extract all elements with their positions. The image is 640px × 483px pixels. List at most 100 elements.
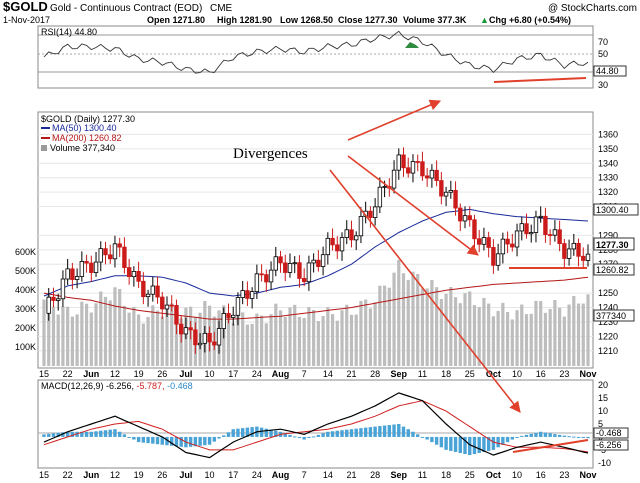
macd-hist-bar [236, 428, 240, 437]
volume-bar [397, 259, 401, 366]
macd-hist-bar [179, 436, 183, 447]
price-panel: $GOLD (Daily) 1277.30 MA(50) 1300.40 MA(… [15, 111, 639, 369]
macd-signal-line [43, 400, 589, 453]
ma200-line [43, 276, 589, 320]
close-tag-text: 1277.30 [596, 240, 629, 250]
macd-hist-bar [274, 430, 278, 437]
macd-hist-bar [382, 425, 387, 437]
volume-bar [529, 313, 533, 366]
macd-hist-bar [288, 434, 292, 437]
macd-hist-bar [165, 436, 169, 446]
macd-hist-bar [345, 429, 349, 437]
macd-hist-bar [56, 432, 60, 437]
candle-body [476, 238, 482, 245]
candle-body [122, 246, 127, 268]
candle-body [150, 285, 155, 295]
x-label-top-16: 16 [536, 369, 546, 379]
volume-bar [141, 323, 145, 366]
macd-hist-bar [160, 436, 164, 445]
macd-hist-bar [439, 436, 444, 448]
macd-line [43, 392, 589, 459]
x-label-bottom-Jul: Jul [179, 470, 192, 480]
volume-bar [321, 316, 325, 366]
macd-hist-bar [562, 435, 567, 437]
macd-value-tag-text: -6.256 [596, 440, 622, 450]
volume-bar [425, 288, 429, 366]
candle-body [576, 242, 581, 257]
macd-hist-bar [397, 424, 401, 437]
macd-hist-bar [349, 429, 354, 437]
macd-hist-bar [486, 436, 491, 451]
close-label: Close 1277.30 [338, 15, 398, 25]
volume-bar [283, 317, 287, 366]
x-label-top-11: 11 [418, 369, 427, 379]
candle-body [505, 238, 510, 245]
macd-hist-bar [75, 431, 79, 437]
macd-hist-bar [269, 429, 273, 437]
volume-bar [382, 285, 387, 366]
candle-body [55, 298, 61, 301]
macd-panel: MACD(12,26,9) -6.256, -5.787, -0.468 20 1… [37, 379, 629, 469]
x-label-top-28: 28 [370, 369, 380, 379]
candle-body [396, 154, 401, 171]
macd-hist-bar [458, 436, 462, 453]
macd-hist-bar [108, 429, 112, 437]
date-label: 1-Nov-2017 [3, 15, 50, 25]
macd-hist-bar [217, 436, 221, 439]
volume-tick-600K: 600K [15, 247, 36, 257]
macd-hist-bar [70, 431, 75, 437]
candle-body [510, 243, 515, 248]
rsi-overbought-fill [405, 42, 419, 48]
x-label-top-23: 23 [559, 369, 569, 379]
candle-body [273, 256, 278, 271]
candle-body [320, 254, 326, 267]
volume-bar [89, 312, 93, 366]
macd-hist-bar [141, 436, 146, 443]
macd-hist-bar [411, 431, 415, 437]
macd-divergence-line [512, 439, 589, 453]
macd-hist-bar [222, 435, 226, 437]
volume-bar [401, 273, 406, 366]
volume-bar [435, 287, 439, 366]
candle-body [254, 273, 260, 293]
macd-hist-bar [245, 427, 250, 437]
price-legend-title: $GOLD (Daily) 1277.30 [41, 114, 135, 124]
volume-bar [548, 309, 552, 366]
volume-bar [241, 312, 245, 366]
candle-body [467, 215, 472, 221]
candle-body [98, 248, 103, 263]
divergence-arrows [329, 99, 521, 413]
candle-body [453, 190, 458, 209]
candle-body [283, 262, 288, 273]
rsi-label: RSI(14) 44.80 [41, 27, 97, 37]
candle-body [358, 216, 364, 237]
candle-body [117, 243, 122, 248]
candle-body [533, 216, 539, 233]
x-label-bottom-Sep: Sep [391, 470, 408, 480]
volume-bar [449, 287, 453, 366]
candle-body [60, 278, 66, 300]
candle-body [65, 268, 70, 280]
volume-bar [496, 310, 500, 366]
volume-bar [515, 310, 519, 366]
candle-body [391, 169, 397, 189]
macd-hist-bar [378, 426, 382, 437]
volume-tick-400K: 400K [15, 285, 36, 295]
candle-body [547, 234, 553, 236]
macd-hist-bar [496, 436, 500, 448]
macd-hist-bar [373, 426, 377, 437]
x-label-bottom-19: 19 [134, 470, 144, 480]
price-tick-1330: 1330 [598, 173, 618, 183]
x-label-top-14: 14 [323, 369, 333, 379]
volume-bar [458, 303, 462, 366]
change-label: Chg +6.80 (+0.54%) [489, 15, 571, 25]
macd-tick-5: 5 [598, 419, 603, 429]
volume-bar [524, 314, 529, 366]
rsi-line [43, 30, 589, 74]
macd-hist-bar [326, 431, 330, 437]
low-label: Low 1268.50 [280, 15, 333, 25]
volume-bar [302, 317, 306, 366]
macd-hist-bar [501, 436, 505, 445]
candle-body [443, 191, 449, 197]
macd-hist-bar [193, 436, 198, 447]
